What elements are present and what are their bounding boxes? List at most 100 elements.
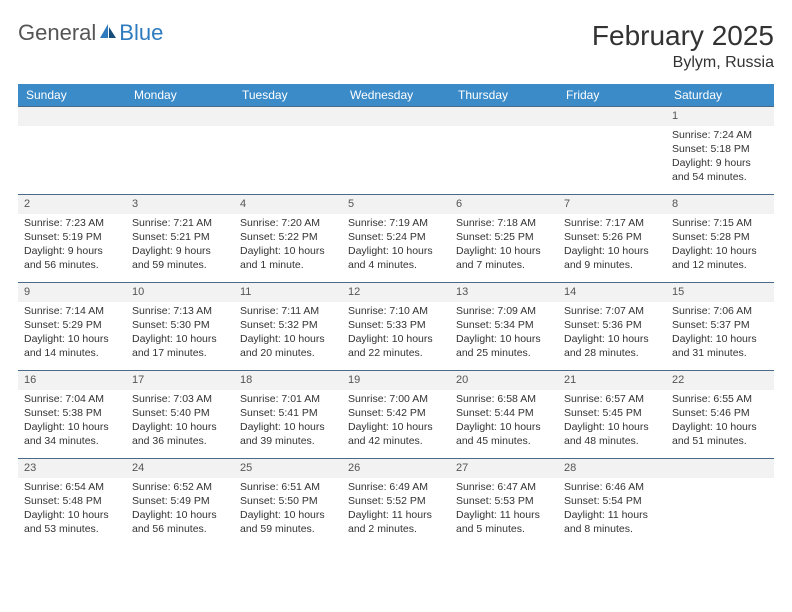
daylight1-text: Daylight: 11 hours	[456, 508, 552, 522]
week-row: 16Sunrise: 7:04 AMSunset: 5:38 PMDayligh…	[18, 371, 774, 459]
weekday-header-row: Sunday Monday Tuesday Wednesday Thursday…	[18, 84, 774, 107]
daylight1-text: Daylight: 10 hours	[564, 332, 660, 346]
day-body: Sunrise: 7:01 AMSunset: 5:41 PMDaylight:…	[234, 390, 342, 453]
daylight1-text: Daylight: 10 hours	[240, 332, 336, 346]
daylight2-text: and 28 minutes.	[564, 346, 660, 360]
sunset-text: Sunset: 5:36 PM	[564, 318, 660, 332]
day-body: Sunrise: 6:49 AMSunset: 5:52 PMDaylight:…	[342, 478, 450, 541]
daylight1-text: Daylight: 9 hours	[24, 244, 120, 258]
daylight2-text: and 9 minutes.	[564, 258, 660, 272]
day-body: Sunrise: 7:13 AMSunset: 5:30 PMDaylight:…	[126, 302, 234, 365]
daylight1-text: Daylight: 10 hours	[456, 420, 552, 434]
daylight1-text: Daylight: 10 hours	[240, 244, 336, 258]
daylight1-text: Daylight: 10 hours	[348, 420, 444, 434]
day-number: 17	[126, 371, 234, 390]
sunrise-text: Sunrise: 7:14 AM	[24, 304, 120, 318]
sunrise-text: Sunrise: 7:10 AM	[348, 304, 444, 318]
sunrise-text: Sunrise: 7:13 AM	[132, 304, 228, 318]
day-number: 10	[126, 283, 234, 302]
logo-text-blue: Blue	[119, 20, 163, 46]
day-number: 11	[234, 283, 342, 302]
daylight1-text: Daylight: 10 hours	[240, 420, 336, 434]
weekday-header: Thursday	[450, 84, 558, 107]
weekday-header: Monday	[126, 84, 234, 107]
day-cell	[234, 107, 342, 195]
sunset-text: Sunset: 5:24 PM	[348, 230, 444, 244]
day-body: Sunrise: 7:23 AMSunset: 5:19 PMDaylight:…	[18, 214, 126, 277]
day-body: Sunrise: 6:58 AMSunset: 5:44 PMDaylight:…	[450, 390, 558, 453]
daylight1-text: Daylight: 11 hours	[348, 508, 444, 522]
daylight2-text: and 45 minutes.	[456, 434, 552, 448]
logo: General Blue	[18, 20, 163, 46]
daylight2-text: and 7 minutes.	[456, 258, 552, 272]
sunset-text: Sunset: 5:49 PM	[132, 494, 228, 508]
daylight2-text: and 53 minutes.	[24, 522, 120, 536]
daylight1-text: Daylight: 10 hours	[456, 244, 552, 258]
day-body: Sunrise: 7:20 AMSunset: 5:22 PMDaylight:…	[234, 214, 342, 277]
sunset-text: Sunset: 5:32 PM	[240, 318, 336, 332]
daylight2-text: and 20 minutes.	[240, 346, 336, 360]
daylight2-text: and 56 minutes.	[132, 522, 228, 536]
sunset-text: Sunset: 5:45 PM	[564, 406, 660, 420]
week-row: 23Sunrise: 6:54 AMSunset: 5:48 PMDayligh…	[18, 459, 774, 547]
header: General Blue February 2025 Bylym, Russia	[18, 20, 774, 72]
day-body: Sunrise: 6:52 AMSunset: 5:49 PMDaylight:…	[126, 478, 234, 541]
daylight1-text: Daylight: 10 hours	[24, 420, 120, 434]
week-row: 9Sunrise: 7:14 AMSunset: 5:29 PMDaylight…	[18, 283, 774, 371]
daylight1-text: Daylight: 10 hours	[240, 508, 336, 522]
day-number: 19	[342, 371, 450, 390]
logo-text-general: General	[18, 20, 96, 46]
daylight1-text: Daylight: 10 hours	[132, 332, 228, 346]
day-body: Sunrise: 7:21 AMSunset: 5:21 PMDaylight:…	[126, 214, 234, 277]
day-cell	[342, 107, 450, 195]
sunrise-text: Sunrise: 7:23 AM	[24, 216, 120, 230]
sunset-text: Sunset: 5:28 PM	[672, 230, 768, 244]
day-body: Sunrise: 7:17 AMSunset: 5:26 PMDaylight:…	[558, 214, 666, 277]
daylight1-text: Daylight: 10 hours	[672, 244, 768, 258]
day-cell: 3Sunrise: 7:21 AMSunset: 5:21 PMDaylight…	[126, 195, 234, 283]
sunrise-text: Sunrise: 6:52 AM	[132, 480, 228, 494]
sunset-text: Sunset: 5:40 PM	[132, 406, 228, 420]
day-cell: 16Sunrise: 7:04 AMSunset: 5:38 PMDayligh…	[18, 371, 126, 459]
day-body: Sunrise: 7:11 AMSunset: 5:32 PMDaylight:…	[234, 302, 342, 365]
day-number: 18	[234, 371, 342, 390]
sunset-text: Sunset: 5:26 PM	[564, 230, 660, 244]
sunrise-text: Sunrise: 7:21 AM	[132, 216, 228, 230]
month-title: February 2025	[592, 20, 774, 52]
weekday-header: Sunday	[18, 84, 126, 107]
day-body: Sunrise: 7:00 AMSunset: 5:42 PMDaylight:…	[342, 390, 450, 453]
daylight1-text: Daylight: 10 hours	[24, 332, 120, 346]
sunrise-text: Sunrise: 6:47 AM	[456, 480, 552, 494]
sunset-text: Sunset: 5:54 PM	[564, 494, 660, 508]
daylight1-text: Daylight: 10 hours	[348, 332, 444, 346]
day-cell: 14Sunrise: 7:07 AMSunset: 5:36 PMDayligh…	[558, 283, 666, 371]
daylight2-text: and 51 minutes.	[672, 434, 768, 448]
day-number: 23	[18, 459, 126, 478]
daylight1-text: Daylight: 9 hours	[672, 156, 768, 170]
sunrise-text: Sunrise: 7:00 AM	[348, 392, 444, 406]
day-cell: 7Sunrise: 7:17 AMSunset: 5:26 PMDaylight…	[558, 195, 666, 283]
day-number: 5	[342, 195, 450, 214]
day-body: Sunrise: 6:57 AMSunset: 5:45 PMDaylight:…	[558, 390, 666, 453]
sunrise-text: Sunrise: 7:24 AM	[672, 128, 768, 142]
daylight2-text: and 34 minutes.	[24, 434, 120, 448]
day-body: Sunrise: 7:10 AMSunset: 5:33 PMDaylight:…	[342, 302, 450, 365]
day-body: Sunrise: 7:07 AMSunset: 5:36 PMDaylight:…	[558, 302, 666, 365]
daylight2-text: and 2 minutes.	[348, 522, 444, 536]
daylight2-text: and 36 minutes.	[132, 434, 228, 448]
day-number: 8	[666, 195, 774, 214]
day-cell: 21Sunrise: 6:57 AMSunset: 5:45 PMDayligh…	[558, 371, 666, 459]
sunrise-text: Sunrise: 6:49 AM	[348, 480, 444, 494]
sunrise-text: Sunrise: 7:18 AM	[456, 216, 552, 230]
sunrise-text: Sunrise: 6:57 AM	[564, 392, 660, 406]
sunrise-text: Sunrise: 6:54 AM	[24, 480, 120, 494]
day-number: 7	[558, 195, 666, 214]
daylight2-text: and 42 minutes.	[348, 434, 444, 448]
sunrise-text: Sunrise: 7:15 AM	[672, 216, 768, 230]
day-body: Sunrise: 7:04 AMSunset: 5:38 PMDaylight:…	[18, 390, 126, 453]
day-cell: 8 Sunrise: 7:15 AMSunset: 5:28 PMDaylight…	[666, 195, 774, 283]
day-number: 6	[450, 195, 558, 214]
day-cell: 25Sunrise: 6:51 AMSunset: 5:50 PMDayligh…	[234, 459, 342, 547]
day-cell: 13Sunrise: 7:09 AMSunset: 5:34 PMDayligh…	[450, 283, 558, 371]
day-cell: 27Sunrise: 6:47 AMSunset: 5:53 PMDayligh…	[450, 459, 558, 547]
